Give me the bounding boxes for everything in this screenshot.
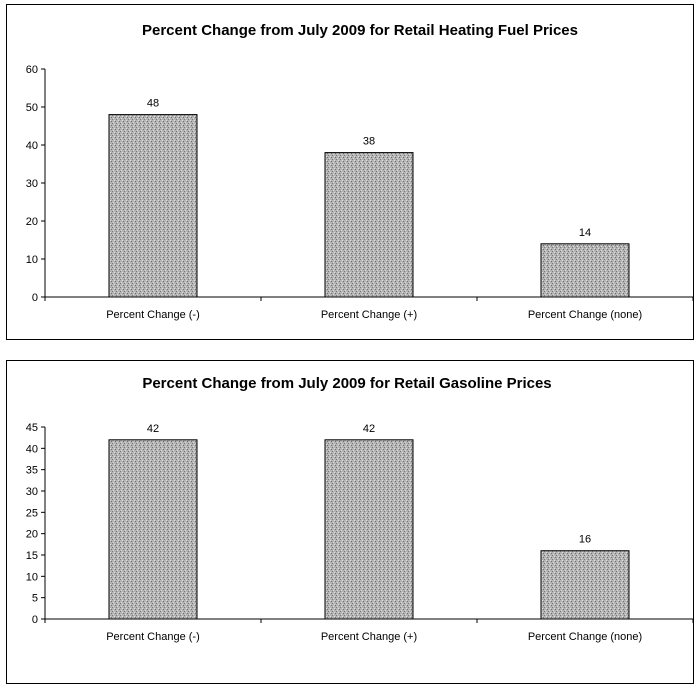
bar — [324, 152, 414, 298]
bar — [540, 550, 630, 620]
y-tick-label: 10 — [26, 254, 38, 266]
y-tick-label: 15 — [26, 550, 38, 562]
chart-title: Percent Change from July 2009 for Retail… — [142, 22, 578, 39]
y-tick-label: 0 — [32, 292, 38, 304]
y-tick-label: 40 — [26, 140, 38, 152]
chart-title: Percent Change from July 2009 for Retail… — [142, 375, 551, 392]
x-tick-label: Percent Change (-) — [106, 631, 200, 643]
y-tick-label: 40 — [26, 443, 38, 455]
data-label: 48 — [147, 98, 159, 110]
bar — [108, 114, 198, 298]
y-tick-label: 10 — [26, 571, 38, 583]
y-tick-label: 30 — [26, 178, 38, 190]
bar — [324, 439, 414, 620]
data-label: 38 — [363, 136, 375, 148]
x-tick-label: Percent Change (+) — [321, 309, 417, 321]
gasoline-chart: Percent Change from July 2009 for Retail… — [26, 375, 693, 643]
heating-fuel-chart: Percent Change from July 2009 for Retail… — [26, 22, 693, 321]
data-label: 14 — [579, 227, 591, 239]
y-tick-label: 60 — [26, 64, 38, 76]
y-tick-label: 5 — [32, 593, 38, 605]
x-tick-label: Percent Change (-) — [106, 309, 200, 321]
x-tick-label: Percent Change (none) — [528, 631, 642, 643]
data-label: 16 — [579, 534, 591, 546]
y-tick-label: 20 — [26, 216, 38, 228]
data-label: 42 — [363, 423, 375, 435]
gasoline-chart-panel: Percent Change from July 2009 for Retail… — [6, 360, 694, 684]
x-tick-label: Percent Change (+) — [321, 631, 417, 643]
bar — [108, 439, 198, 620]
y-tick-label: 20 — [26, 529, 38, 541]
bar — [540, 243, 630, 298]
y-tick-label: 0 — [32, 614, 38, 626]
y-tick-label: 35 — [26, 465, 38, 477]
heating-fuel-chart-panel: Percent Change from July 2009 for Retail… — [6, 4, 694, 340]
data-label: 42 — [147, 423, 159, 435]
y-tick-label: 30 — [26, 486, 38, 498]
y-tick-label: 25 — [26, 507, 38, 519]
y-tick-label: 45 — [26, 422, 38, 434]
y-tick-label: 50 — [26, 102, 38, 114]
x-tick-label: Percent Change (none) — [528, 309, 642, 321]
